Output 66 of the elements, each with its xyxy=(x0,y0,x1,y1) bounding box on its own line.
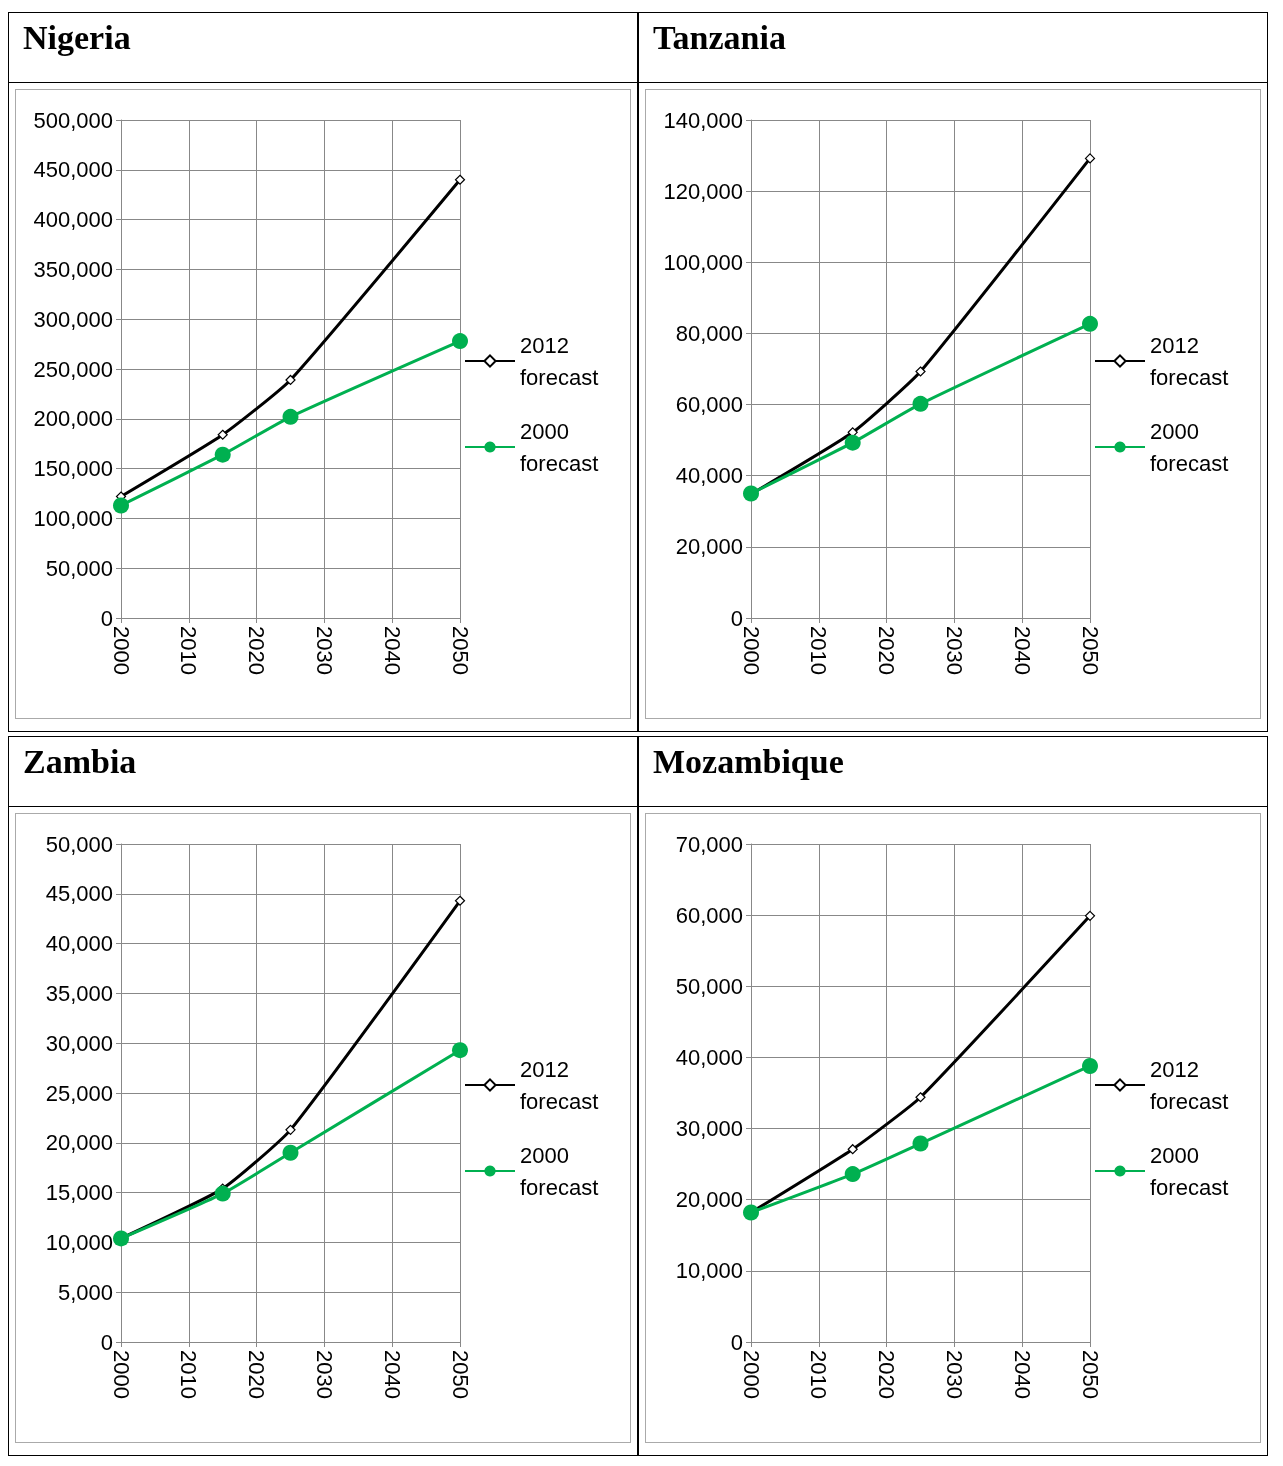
y-tick-label: 350,000 xyxy=(33,256,113,282)
x-tick-label: 2050 xyxy=(1077,1350,1103,1399)
x-tick-label: 2030 xyxy=(311,626,337,675)
chart-title: Zambia xyxy=(9,737,637,807)
x-tick-label: 2020 xyxy=(874,626,900,675)
x-tick-label: 2020 xyxy=(244,1350,270,1399)
y-tick-label: 50,000 xyxy=(675,973,743,999)
y-tick-label: 60,000 xyxy=(675,902,743,928)
y-tick-label: 45,000 xyxy=(45,881,113,907)
x-tick-label: 2010 xyxy=(806,1350,832,1399)
y-tick-label: 100,000 xyxy=(33,505,113,531)
y-tick-label: 15,000 xyxy=(45,1180,113,1206)
y-tick-label: 30,000 xyxy=(675,1116,743,1142)
y-tick-label: 70,000 xyxy=(675,831,743,857)
x-tick-label: 2030 xyxy=(311,1350,337,1399)
y-tick-label: 150,000 xyxy=(33,456,113,482)
legend-label: 2012 forecast xyxy=(520,1056,599,1114)
y-tick-label: 10,000 xyxy=(675,1258,743,1284)
x-tick-label: 2040 xyxy=(1009,1350,1035,1399)
y-tick-label: 500,000 xyxy=(33,107,113,133)
x-tick-label: 2030 xyxy=(941,1350,967,1399)
y-tick-label: 200,000 xyxy=(33,406,113,432)
x-tick-label: 2040 xyxy=(379,1350,405,1399)
y-tick-label: 40,000 xyxy=(675,463,743,489)
y-tick-label: 60,000 xyxy=(675,392,743,418)
y-tick-label: 30,000 xyxy=(45,1030,113,1056)
legend-label: 2000 forecast xyxy=(520,418,599,476)
legend-label: 2000 forecast xyxy=(1150,418,1229,476)
y-tick-label: 250,000 xyxy=(33,356,113,382)
y-tick-label: 40,000 xyxy=(45,931,113,957)
x-tick-label: 2010 xyxy=(176,1350,202,1399)
y-tick-label: 80,000 xyxy=(675,320,743,346)
legend-label: 2012 forecast xyxy=(1150,332,1229,390)
x-tick-label: 2050 xyxy=(1077,626,1103,675)
y-tick-label: 300,000 xyxy=(33,306,113,332)
y-tick-label: 140,000 xyxy=(663,107,743,133)
y-tick-label: 50,000 xyxy=(45,555,113,581)
chart-title: Mozambique xyxy=(639,737,1267,807)
x-tick-label: 2050 xyxy=(447,1350,473,1399)
y-tick-label: 25,000 xyxy=(45,1080,113,1106)
legend-label: 2000 forecast xyxy=(520,1142,599,1200)
chart-title: Tanzania xyxy=(639,13,1267,83)
legend-label: 2012 forecast xyxy=(1150,1056,1229,1114)
legend-label: 2000 forecast xyxy=(1150,1142,1229,1200)
legend-label: 2012 forecast xyxy=(520,332,599,390)
y-tick-label: 400,000 xyxy=(33,207,113,233)
x-tick-label: 2040 xyxy=(379,626,405,675)
y-tick-label: 35,000 xyxy=(45,980,113,1006)
y-tick-label: 40,000 xyxy=(675,1044,743,1070)
x-tick-label: 2050 xyxy=(447,626,473,675)
x-tick-label: 2010 xyxy=(806,626,832,675)
y-tick-label: 50,000 xyxy=(45,831,113,857)
y-tick-label: 120,000 xyxy=(663,178,743,204)
y-tick-label: 10,000 xyxy=(45,1229,113,1255)
y-tick-label: 20,000 xyxy=(45,1130,113,1156)
y-tick-label: 450,000 xyxy=(33,157,113,183)
x-tick-label: 2030 xyxy=(941,626,967,675)
y-tick-label: 5,000 xyxy=(57,1279,113,1305)
x-tick-label: 2010 xyxy=(176,626,202,675)
x-tick-label: 2020 xyxy=(874,1350,900,1399)
y-tick-label: 100,000 xyxy=(663,249,743,275)
y-tick-label: 20,000 xyxy=(675,1187,743,1213)
x-tick-label: 2020 xyxy=(244,626,270,675)
chart-title: Nigeria xyxy=(9,13,637,83)
y-tick-label: 20,000 xyxy=(675,534,743,560)
x-tick-label: 2040 xyxy=(1009,626,1035,675)
